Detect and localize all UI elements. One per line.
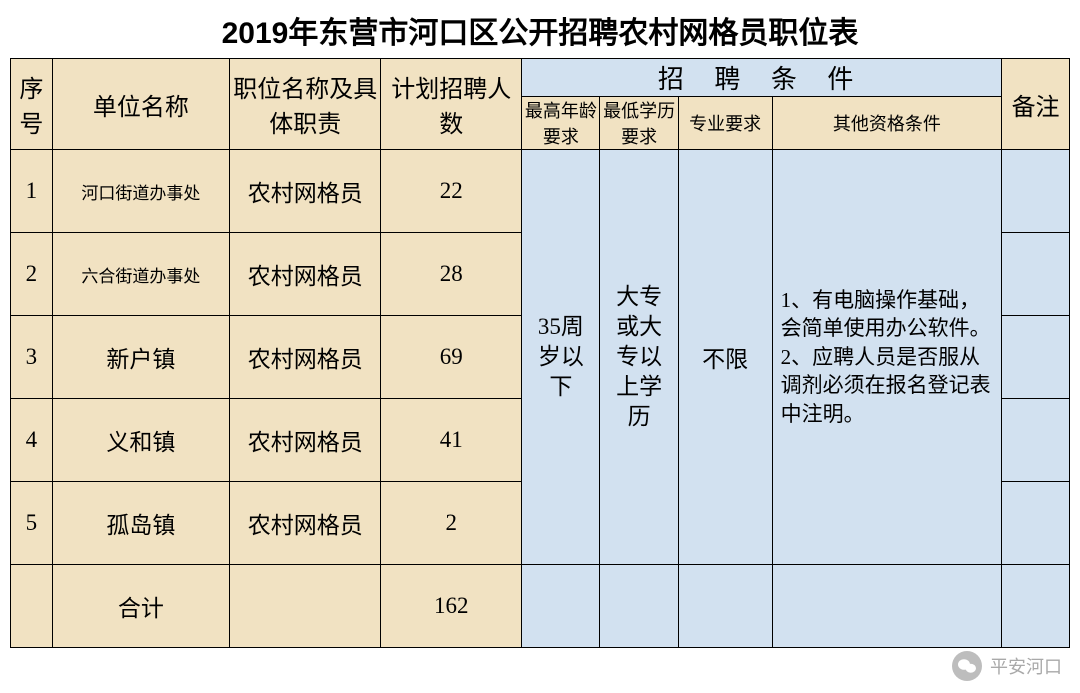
col-header-conditions: 招 聘 条 件 xyxy=(522,59,1002,97)
col-header-unit: 单位名称 xyxy=(52,59,229,150)
wechat-icon xyxy=(952,651,982,681)
cell-total-label: 合计 xyxy=(52,565,229,648)
cell-edu: 大专或大专以上学历 xyxy=(600,150,678,565)
cell-remark xyxy=(1002,316,1070,399)
watermark-text: 平安河口 xyxy=(990,653,1062,679)
cell-unit: 义和镇 xyxy=(52,399,229,482)
cell-age: 35周岁以下 xyxy=(522,150,600,565)
col-header-position: 职位名称及具体职责 xyxy=(230,59,381,150)
cell-position: 农村网格员 xyxy=(230,482,381,565)
cell-other: 1、有电脑操作基础，会简单使用办公软件。2、应聘人员是否服从调剂必须在报名登记表… xyxy=(772,150,1002,565)
cell-count: 28 xyxy=(381,233,522,316)
cell-edu xyxy=(600,565,678,648)
cell-position: 农村网格员 xyxy=(230,233,381,316)
col-header-age: 最高年龄要求 xyxy=(522,97,600,150)
header-row-1: 序号 单位名称 职位名称及具体职责 计划招聘人数 招 聘 条 件 备注 xyxy=(11,59,1070,97)
cell-unit: 新户镇 xyxy=(52,316,229,399)
cell-unit: 孤岛镇 xyxy=(52,482,229,565)
col-header-other: 其他资格条件 xyxy=(772,97,1002,150)
position-table: 序号 单位名称 职位名称及具体职责 计划招聘人数 招 聘 条 件 备注 最高年龄… xyxy=(10,58,1070,648)
cell-position: 农村网格员 xyxy=(230,316,381,399)
wechat-watermark: 平安河口 xyxy=(952,651,1062,681)
col-header-edu: 最低学历要求 xyxy=(600,97,678,150)
col-header-major: 专业要求 xyxy=(678,97,772,150)
cell-seq: 3 xyxy=(11,316,53,399)
cell-remark xyxy=(1002,233,1070,316)
cell-count: 2 xyxy=(381,482,522,565)
col-header-count: 计划招聘人数 xyxy=(381,59,522,150)
cell-seq: 2 xyxy=(11,233,53,316)
cell-seq: 1 xyxy=(11,150,53,233)
cell-seq: 4 xyxy=(11,399,53,482)
col-header-seq: 序号 xyxy=(11,59,53,150)
cell-count: 22 xyxy=(381,150,522,233)
cell-unit: 河口街道办事处 xyxy=(52,150,229,233)
cell-remark xyxy=(1002,399,1070,482)
cell-total-count: 162 xyxy=(381,565,522,648)
cell-position xyxy=(230,565,381,648)
cell-major xyxy=(678,565,772,648)
cell-major: 不限 xyxy=(678,150,772,565)
cell-remark xyxy=(1002,482,1070,565)
cell-unit: 六合街道办事处 xyxy=(52,233,229,316)
cell-count: 41 xyxy=(381,399,522,482)
document: 2019年东营市河口区公开招聘农村网格员职位表 序号 单位名称 职位名称及具体职… xyxy=(0,0,1080,648)
total-row: 合计 162 xyxy=(11,565,1070,648)
page-title: 2019年东营市河口区公开招聘农村网格员职位表 xyxy=(10,8,1070,52)
cell-other xyxy=(772,565,1002,648)
col-header-remark: 备注 xyxy=(1002,59,1070,150)
cell-seq xyxy=(11,565,53,648)
table-row: 1 河口街道办事处 农村网格员 22 35周岁以下 大专或大专以上学历 不限 1… xyxy=(11,150,1070,233)
cell-age xyxy=(522,565,600,648)
cell-position: 农村网格员 xyxy=(230,150,381,233)
cell-remark xyxy=(1002,565,1070,648)
cell-remark xyxy=(1002,150,1070,233)
cell-position: 农村网格员 xyxy=(230,399,381,482)
cell-count: 69 xyxy=(381,316,522,399)
cell-seq: 5 xyxy=(11,482,53,565)
